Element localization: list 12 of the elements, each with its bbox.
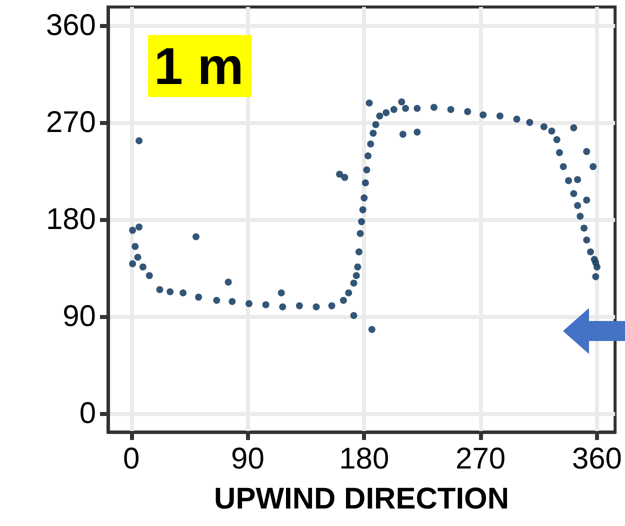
y-tick-label: 90 [62, 300, 96, 334]
x-tick-label: 0 [122, 442, 140, 476]
x-axis-title: UPWIND DIRECTION [214, 482, 510, 516]
y-tick-label: 270 [46, 106, 96, 139]
annotation: 1 m [154, 38, 244, 96]
y-tick-label: 0 [79, 397, 96, 430]
y-tick-label: 360 [46, 8, 96, 42]
x-tick-label: 90 [231, 442, 264, 476]
x-tick-label: 270 [456, 442, 506, 476]
y-tick-label: 180 [46, 203, 96, 236]
x-tick-label: 360 [572, 442, 622, 476]
x-tick-label: 180 [339, 442, 390, 476]
